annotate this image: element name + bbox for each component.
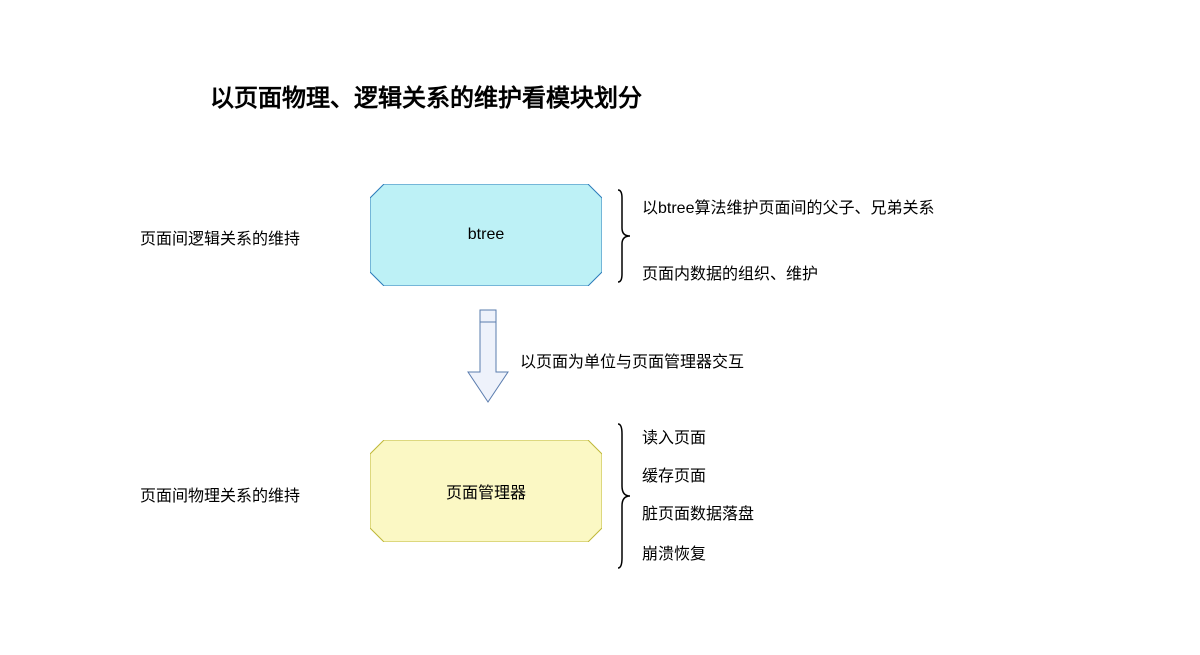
left-label-logical: 页面间逻辑关系的维持 <box>140 225 300 249</box>
brace-pager-item-3: 崩溃恢复 <box>642 540 706 564</box>
brace-pager <box>614 420 638 572</box>
page-title: 以页面物理、逻辑关系的维护看模块划分 <box>210 78 642 113</box>
brace-btree-item-0: 以btree算法维护页面间的父子、兄弟关系 <box>642 194 934 218</box>
brace-pager-item-1: 缓存页面 <box>642 462 706 486</box>
node-pager-label: 页面管理器 <box>370 440 602 542</box>
brace-pager-item-0: 读入页面 <box>642 424 706 448</box>
arrow-label: 以页面为单位与页面管理器交互 <box>520 348 744 372</box>
node-btree-label: btree <box>370 184 602 286</box>
brace-pager-item-2: 脏页面数据落盘 <box>642 500 754 524</box>
brace-btree-item-1: 页面内数据的组织、维护 <box>642 260 818 284</box>
brace-btree <box>614 188 638 284</box>
left-label-physical: 页面间物理关系的维持 <box>140 482 300 506</box>
arrow-down-icon <box>466 308 510 406</box>
